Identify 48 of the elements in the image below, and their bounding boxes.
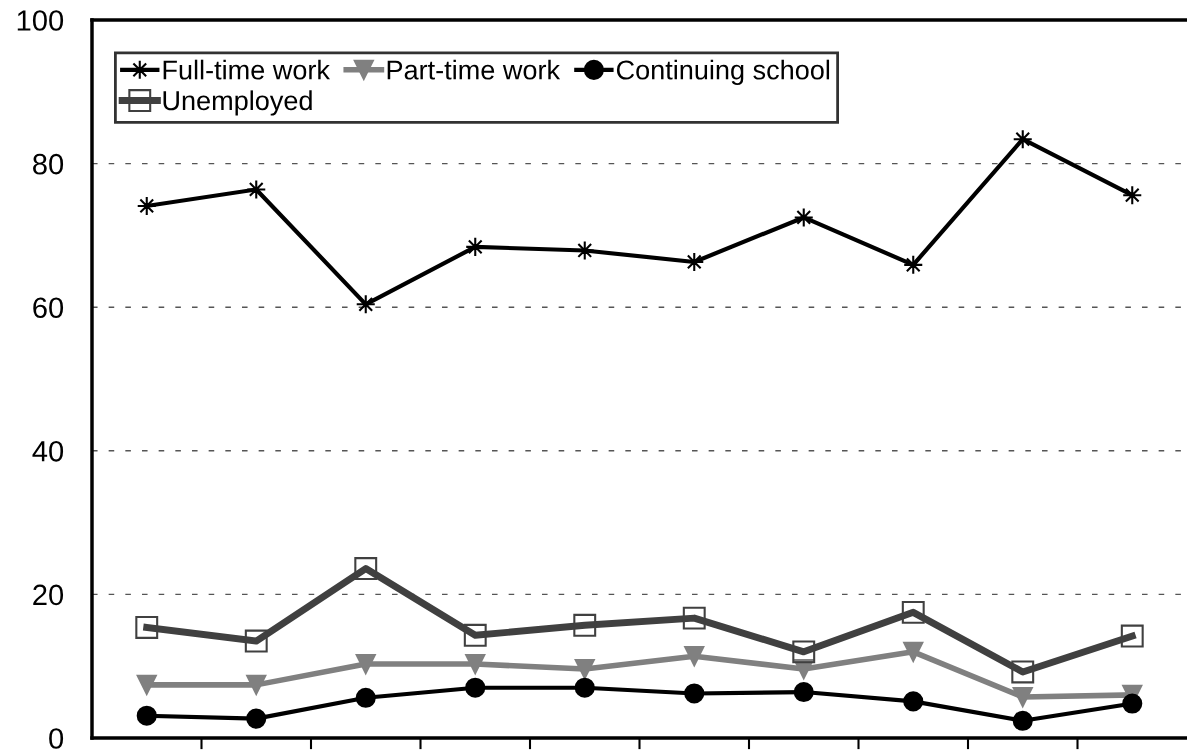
point [682, 606, 706, 630]
point [574, 659, 595, 680]
point [1122, 185, 1143, 206]
point [1012, 129, 1033, 150]
point [354, 557, 378, 581]
point [1120, 624, 1144, 648]
y-tick-label: 0 [49, 728, 64, 749]
point [573, 613, 597, 637]
point [793, 681, 814, 703]
y-tick-label: 20 [33, 584, 64, 606]
point [684, 251, 705, 273]
point [684, 646, 705, 667]
point [246, 708, 267, 729]
point [903, 641, 924, 662]
y-tick-label: 40 [32, 441, 64, 462]
point [136, 195, 157, 217]
y-tick-label: 100 [17, 10, 64, 31]
point [136, 705, 157, 726]
point [465, 236, 486, 257]
legend-label: Unemployed [163, 90, 312, 116]
point [903, 691, 924, 712]
point [355, 687, 376, 708]
point [465, 653, 486, 675]
point [465, 677, 486, 698]
point [574, 677, 595, 698]
point [684, 683, 705, 704]
y-tick-label: 80 [33, 153, 64, 175]
point [1012, 687, 1033, 708]
point [792, 640, 816, 664]
point [246, 674, 267, 695]
point [793, 207, 814, 228]
point [246, 179, 267, 200]
point [903, 254, 924, 275]
legend-label: Full-time work [163, 59, 331, 80]
point [136, 674, 157, 695]
legend-label: Continuing school [616, 59, 830, 85]
point [463, 623, 487, 647]
point [901, 600, 925, 624]
point [355, 294, 376, 315]
point [1011, 660, 1035, 684]
legend-label: Part-time work [387, 59, 561, 80]
point [574, 240, 595, 261]
y-tick-label: 60 [33, 297, 64, 319]
point [244, 629, 268, 653]
point [1012, 710, 1033, 731]
point [355, 653, 376, 675]
point [135, 615, 159, 639]
point [1122, 693, 1143, 714]
